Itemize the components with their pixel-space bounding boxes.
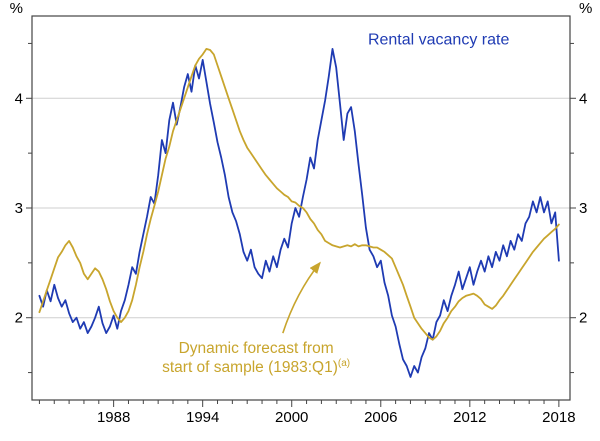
x-axis-label: 2012 bbox=[453, 409, 486, 426]
x-axis-label: 2000 bbox=[275, 409, 308, 426]
unit-label-left: % bbox=[10, 0, 23, 17]
x-axis-label: 2006 bbox=[364, 409, 397, 426]
y-axis-label-right: 3 bbox=[579, 200, 587, 217]
axis-ticks bbox=[26, 42, 576, 407]
axis-labels: 2 2 3 3 4 4% % 1988 1994 2000 2006 2012 2018 bbox=[10, 0, 593, 426]
rental-vacancy-label: Rental vacancy rate bbox=[368, 32, 510, 49]
rental-vacancy-rate-line bbox=[38, 48, 560, 378]
dynamic-forecast-line bbox=[38, 48, 560, 341]
forecast-label: Dynamic forecast from start of sample (19… bbox=[162, 340, 350, 376]
plot-series bbox=[38, 48, 560, 378]
unit-label-right: % bbox=[579, 0, 592, 17]
y-axis-label-right: 4 bbox=[579, 90, 587, 107]
y-axis-label-right: 2 bbox=[579, 310, 587, 327]
y-axis-label-left: 4 bbox=[15, 90, 23, 107]
x-axis-label: 1994 bbox=[186, 409, 219, 426]
x-axis-label: 2018 bbox=[542, 409, 575, 426]
y-axis-label-left: 3 bbox=[15, 200, 23, 217]
y-axis-label-left: 2 bbox=[15, 310, 23, 327]
forecast-arrow bbox=[282, 261, 321, 334]
annotations: Rental vacancy rate Dynamic forecast from… bbox=[162, 32, 509, 376]
x-axis-label: 1988 bbox=[97, 409, 130, 426]
